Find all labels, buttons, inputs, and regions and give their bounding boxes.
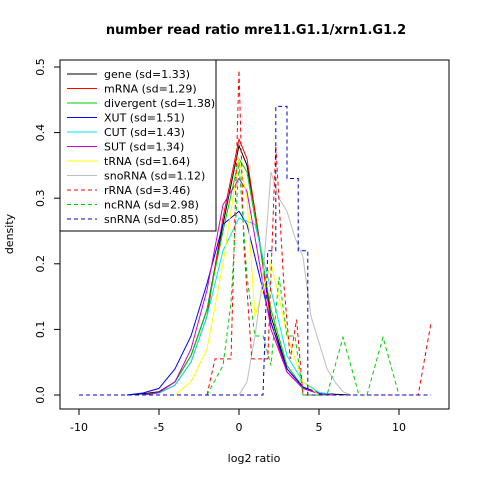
y-tick-label-0: 0.0: [34, 386, 47, 404]
series-line-9: [206, 162, 400, 396]
x-tick-label-0: -10: [70, 421, 88, 434]
legend-entry-7: snoRNA (sd=1.12): [104, 170, 205, 183]
legend-entry-5: SUT (sd=1.34): [104, 141, 184, 154]
x-tick-label-4: 10: [392, 421, 406, 434]
legend-entry-2: divergent (sd=1.38): [104, 97, 215, 110]
x-tick-label-2: 0: [236, 421, 243, 434]
x-tick-label-3: 5: [316, 421, 323, 434]
series-layer: [79, 70, 432, 396]
y-tick-label-5: 0.5: [34, 58, 47, 76]
series-line-5: [142, 177, 336, 396]
y-tick-label-1: 0.1: [34, 321, 47, 339]
legend-entry-0: gene (sd=1.33): [104, 68, 190, 81]
legend-entry-9: ncRNA (sd=2.98): [104, 199, 199, 212]
y-axis: 0.0 0.1 0.2 0.3 0.4 0.5: [34, 58, 61, 404]
series-line-3: [126, 210, 336, 396]
series-line-6: [174, 158, 320, 396]
x-tick-label-1: -5: [154, 421, 165, 434]
y-tick-label-4: 0.4: [34, 124, 47, 142]
legend-entry-3: XUT (sd=1.51): [104, 112, 185, 125]
x-axis: -10 -5 0 5 10: [70, 408, 406, 434]
legend-entry-6: tRNA (sd=1.64): [104, 155, 190, 168]
legend-entry-10: snRNA (sd=0.85): [104, 213, 199, 226]
series-line-10: [79, 105, 431, 396]
y-tick-label-3: 0.3: [34, 189, 47, 207]
legend-entry-4: CUT (sd=1.43): [104, 126, 185, 139]
legend: gene (sd=1.33) mRNA (sd=1.29)divergent (s…: [59, 59, 217, 232]
y-axis-label: density: [3, 213, 16, 254]
y-tick-label-2: 0.2: [34, 255, 47, 273]
legend-entry-1: mRNA (sd=1.29): [104, 83, 197, 96]
chart-title: number read ratio mre11.G1.1/xrn1.G1.2: [106, 23, 406, 38]
legend-entry-8: rRNA (sd=3.46): [104, 184, 190, 197]
x-axis-label: log2 ratio: [228, 452, 281, 465]
